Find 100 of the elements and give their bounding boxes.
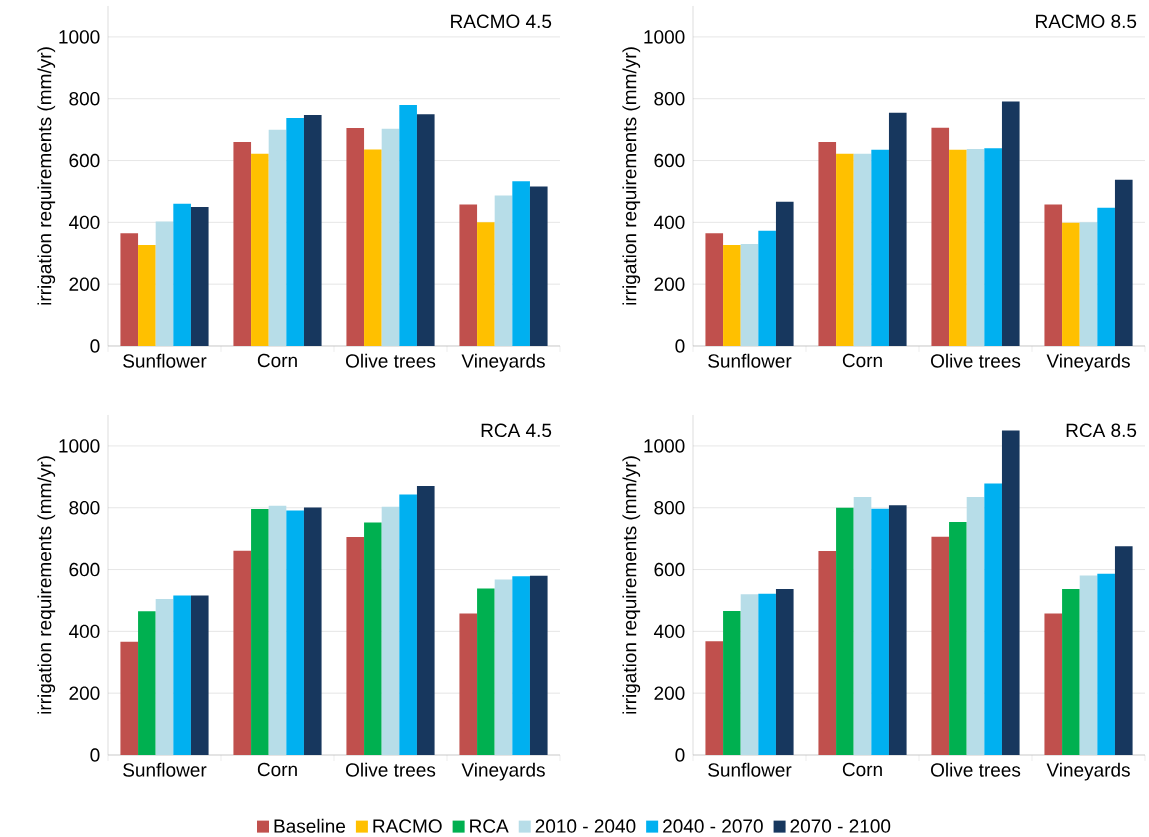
bar xyxy=(888,505,907,755)
x-tick-label: Olive trees xyxy=(346,353,436,368)
bar xyxy=(286,117,304,346)
y-axis-title: irrigation requirements (mm/yr) xyxy=(622,456,641,714)
bar xyxy=(740,594,759,755)
bar xyxy=(1097,207,1115,346)
y-tick-label: 600 xyxy=(69,562,100,577)
bar xyxy=(233,141,252,346)
chart-title: RCA 4.5 xyxy=(481,423,552,438)
y-tick-label: 0 xyxy=(675,339,685,353)
y-tick-label: 1000 xyxy=(59,439,100,453)
bar xyxy=(173,203,191,346)
bar xyxy=(984,483,1002,755)
bar xyxy=(233,550,252,755)
bar xyxy=(1114,179,1133,346)
bar xyxy=(888,112,907,346)
bar xyxy=(1079,222,1098,346)
bar xyxy=(120,233,139,346)
bar xyxy=(1001,430,1020,755)
bar xyxy=(494,579,513,755)
y-tick-label: 200 xyxy=(654,277,685,291)
bar xyxy=(836,153,854,346)
bar xyxy=(120,641,139,755)
bar xyxy=(155,598,174,755)
bar xyxy=(758,230,776,346)
x-tick-label: Sunflower xyxy=(708,762,792,777)
chart-title: RACMO 8.5 xyxy=(1036,14,1137,29)
bar xyxy=(251,153,269,346)
bar xyxy=(173,595,191,755)
bar xyxy=(381,506,400,755)
y-tick-label: 200 xyxy=(654,686,685,700)
bar xyxy=(758,593,776,755)
bar xyxy=(723,244,741,346)
legend-label: RCA xyxy=(470,819,509,833)
bar xyxy=(399,104,417,346)
bar xyxy=(723,610,741,755)
bar xyxy=(251,508,269,755)
bar xyxy=(286,510,304,755)
bar xyxy=(190,595,209,755)
bar xyxy=(399,494,417,755)
x-tick-label: Olive trees xyxy=(346,762,436,777)
bar xyxy=(346,128,365,346)
bar xyxy=(1097,573,1115,755)
bar xyxy=(966,496,985,755)
bar xyxy=(364,149,382,346)
y-tick-label: 0 xyxy=(90,748,100,762)
y-tick-label: 800 xyxy=(69,501,100,515)
bar xyxy=(818,551,837,755)
y-tick-label: 200 xyxy=(69,277,100,291)
bar xyxy=(303,507,322,755)
legend-label: Baseline xyxy=(274,818,346,833)
bar xyxy=(364,522,382,755)
y-tick-label: 600 xyxy=(654,562,685,577)
y-tick-label: 800 xyxy=(69,91,100,106)
bar xyxy=(818,141,837,346)
y-axis-title: irrigation requirements (mm/yr) xyxy=(37,47,56,305)
bar xyxy=(931,127,950,346)
bar xyxy=(705,641,724,755)
bar xyxy=(1062,589,1080,755)
bar xyxy=(775,589,794,755)
x-tick-label: Sunflower xyxy=(708,353,792,368)
x-tick-label: Sunflower xyxy=(123,762,207,777)
bar xyxy=(416,114,435,346)
legend-label: 2010 - 2040 xyxy=(535,819,636,833)
x-tick-label: Vineyards xyxy=(461,762,545,781)
x-tick-label: Vineyards xyxy=(461,353,545,372)
bar xyxy=(1001,101,1020,346)
bar xyxy=(966,149,985,346)
y-tick-label: 1000 xyxy=(644,30,685,44)
bar xyxy=(529,186,548,346)
x-tick-label: Olive trees xyxy=(931,353,1021,368)
legend-label: 2040 - 2070 xyxy=(663,819,763,833)
x-tick-label: Sunflower xyxy=(123,353,207,368)
y-tick-label: 400 xyxy=(653,624,685,639)
bar xyxy=(155,221,174,346)
y-tick-label: 400 xyxy=(68,624,100,639)
bar xyxy=(477,588,495,755)
bar xyxy=(303,115,322,346)
x-tick-label: Corn xyxy=(842,762,882,777)
bar xyxy=(138,244,156,346)
bar xyxy=(1062,222,1080,346)
y-axis-title: irrigation requirements (mm/yr) xyxy=(37,456,56,714)
bar xyxy=(416,486,435,755)
y-axis-title: irrigation requirements (mm/yr) xyxy=(622,47,641,305)
bar xyxy=(1114,546,1133,755)
bar xyxy=(346,537,365,755)
bar xyxy=(512,576,530,755)
x-tick-label: Corn xyxy=(257,762,297,777)
y-tick-label: 0 xyxy=(675,748,685,762)
bar xyxy=(138,611,156,755)
bar xyxy=(494,195,513,346)
bar xyxy=(459,204,478,346)
bar xyxy=(871,149,889,346)
bar xyxy=(190,206,209,346)
bar xyxy=(836,507,854,755)
y-tick-label: 600 xyxy=(654,153,685,168)
bar xyxy=(949,521,967,755)
x-tick-label: Corn xyxy=(257,353,297,368)
chart-title: RACMO 4.5 xyxy=(451,14,552,29)
y-tick-label: 600 xyxy=(69,153,100,168)
